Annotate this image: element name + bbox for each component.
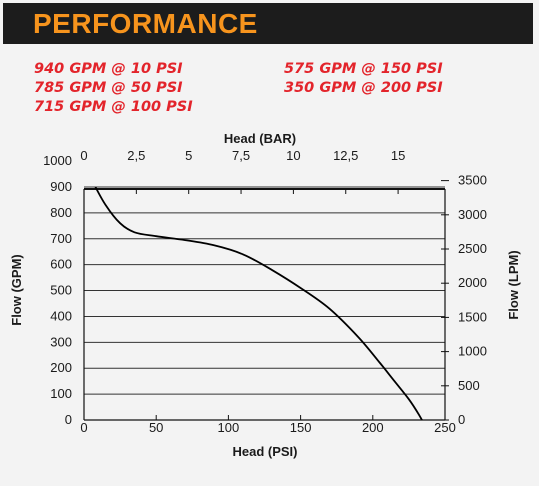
rating-left-2: 785 GPM @ 50 PSI <box>34 80 183 96</box>
header-bar: PERFORMANCE <box>3 3 533 44</box>
y2-tick-label-2: 1000 <box>458 344 487 359</box>
rating-right-2: 350 GPM @ 200 PSI <box>284 80 443 96</box>
y2-tick-label-0: 0 <box>458 412 465 427</box>
x-axis-title: Head (PSI) <box>232 444 297 459</box>
x2-tick-label-0: 0 <box>80 148 87 163</box>
y-tick-label-7: 700 <box>50 231 72 246</box>
y2-tick-label-7: 3500 <box>458 173 487 188</box>
y2-tick-label-3: 1500 <box>458 309 487 324</box>
y-tick-label-1: 100 <box>50 386 72 401</box>
x-tick-label-2: 100 <box>218 420 240 435</box>
y-axis-title: Flow (GPM) <box>9 254 24 326</box>
y2-tick-label-5: 2500 <box>458 241 487 256</box>
y-tick-label-6: 600 <box>50 257 72 272</box>
y-tick-label-4: 400 <box>50 308 72 323</box>
x-tick-label-1: 50 <box>149 420 163 435</box>
y-tick-label-10: 1000 <box>43 153 72 168</box>
x2-tick-label-5: 12,5 <box>333 148 358 163</box>
y2-axis-title: Flow (LPM) <box>506 250 521 319</box>
x2-tick-label-3: 7,5 <box>232 148 250 163</box>
rating-left-1: 940 GPM @ 10 PSI <box>34 61 183 77</box>
x2-tick-label-1: 2,5 <box>127 148 145 163</box>
y2-tick-label-6: 3000 <box>458 207 487 222</box>
y-tick-label-0: 0 <box>65 412 72 427</box>
x2-tick-label-4: 10 <box>286 148 300 163</box>
rating-right-1: 575 GPM @ 150 PSI <box>284 61 443 77</box>
y-tick-label-3: 300 <box>50 334 72 349</box>
x2-axis-title: Head (BAR) <box>224 131 296 146</box>
y2-tick-label-1: 500 <box>458 378 480 393</box>
y-tick-label-8: 800 <box>50 205 72 220</box>
y-tick-label-9: 900 <box>50 179 72 194</box>
x2-tick-label-2: 5 <box>185 148 192 163</box>
x-tick-label-4: 200 <box>362 420 384 435</box>
y-tick-label-5: 500 <box>50 283 72 298</box>
rating-left-3: 715 GPM @ 100 PSI <box>34 99 193 115</box>
y2-tick-label-4: 2000 <box>458 275 487 290</box>
x-tick-label-5: 250 <box>434 420 456 435</box>
x-tick-label-0: 0 <box>80 420 87 435</box>
x2-tick-label-6: 15 <box>391 148 405 163</box>
performance-curve <box>94 187 424 420</box>
y-tick-label-2: 200 <box>50 360 72 375</box>
page-title: PERFORMANCE <box>33 8 258 39</box>
x-tick-label-3: 150 <box>290 420 312 435</box>
